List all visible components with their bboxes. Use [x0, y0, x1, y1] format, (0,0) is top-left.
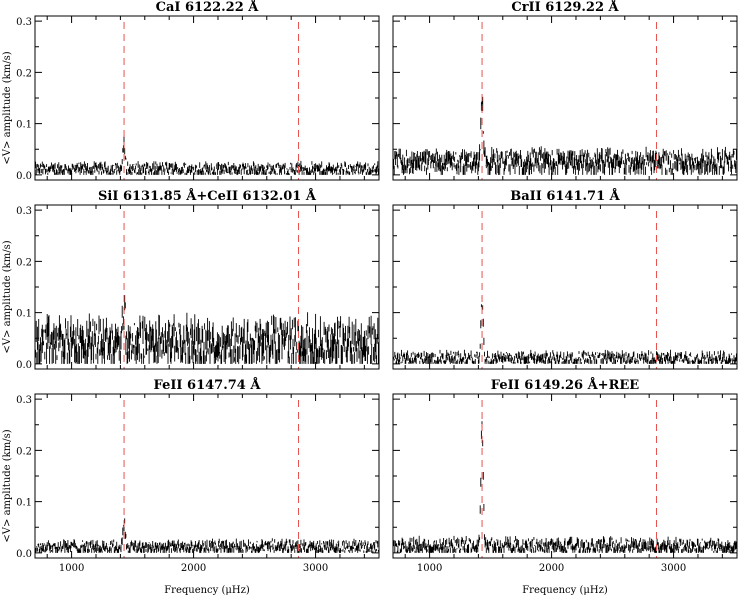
y-axis-label: <V> amplitude (km/s)	[2, 429, 13, 542]
panel-title: FeII 6149.26 Å+REE	[491, 377, 639, 393]
x-axis-label: Frequency (μHz)	[164, 585, 250, 596]
spectrum-line	[392, 296, 738, 364]
panel-title: CaI 6122.22 Å	[156, 0, 260, 15]
plot-frame	[392, 204, 738, 370]
y-tick-label: 0.2	[16, 446, 32, 457]
panel-title: CrII 6129.22 Å	[511, 0, 619, 15]
x-tick-label: 2000	[181, 563, 206, 574]
y-tick-label: 0.3	[16, 395, 32, 406]
y-tick-label: 0.0	[16, 549, 32, 560]
y-tick-label: 0.3	[16, 17, 32, 28]
x-tick-label: 3000	[303, 563, 328, 574]
y-tick-label: 0.0	[16, 360, 32, 371]
spectrum-line	[392, 421, 738, 553]
x-tick-label: 2000	[539, 563, 564, 574]
spectrum-line	[34, 295, 380, 364]
panel-title: FeII 6147.74 Å	[154, 377, 262, 393]
y-tick-label: 0.2	[16, 68, 32, 79]
spectrum-line	[34, 518, 380, 553]
plot-frame	[392, 393, 738, 559]
y-tick-label: 0.1	[16, 309, 32, 320]
y-tick-label: 0.1	[16, 120, 32, 131]
y-tick-label: 0.3	[16, 206, 32, 217]
y-tick-label: 0.1	[16, 498, 32, 509]
plot-frame	[34, 393, 380, 559]
y-tick-label: 0.2	[16, 257, 32, 268]
y-axis-label: <V> amplitude (km/s)	[2, 240, 13, 353]
panel-title: SiI 6131.85 Å+CeII 6132.01 Å	[98, 188, 317, 204]
spectrum-line	[392, 96, 738, 175]
spectrum-line	[34, 135, 380, 175]
x-tick-label: 1000	[59, 563, 84, 574]
y-axis-label: <V> amplitude (km/s)	[2, 51, 13, 164]
y-tick-label: 0.0	[16, 171, 32, 182]
plot-frame	[34, 15, 380, 181]
x-axis-label: Frequency (μHz)	[522, 585, 608, 596]
x-tick-label: 3000	[661, 563, 686, 574]
x-tick-label: 1000	[417, 563, 442, 574]
panel-title: BaII 6141.71 Å	[510, 188, 620, 204]
